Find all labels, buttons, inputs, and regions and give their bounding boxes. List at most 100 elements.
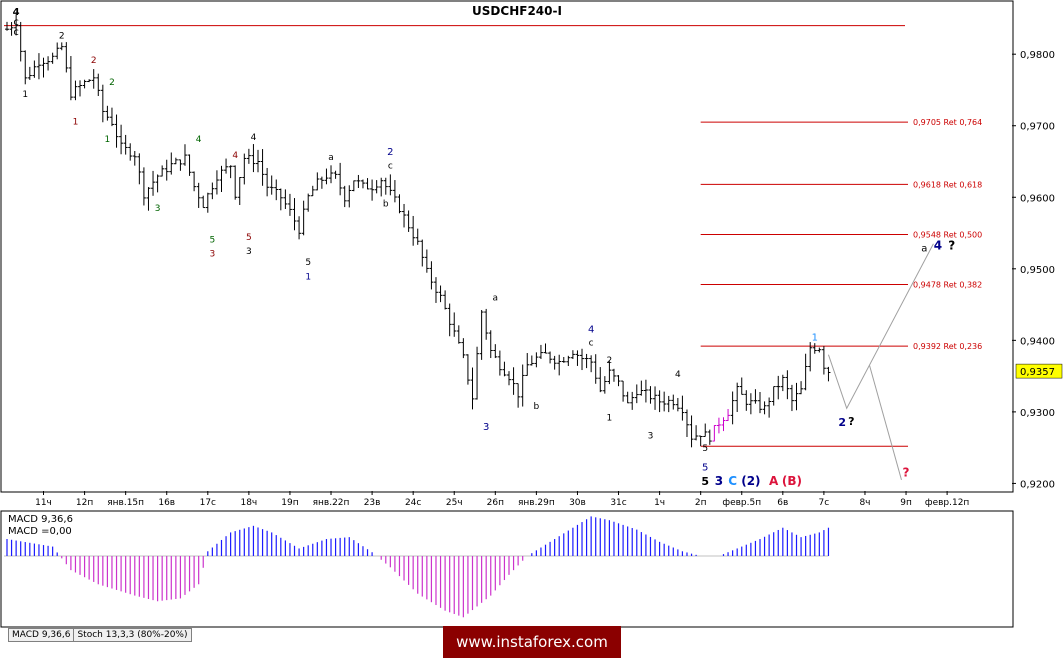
price-bar: [219, 165, 224, 193]
price-bar: [443, 290, 448, 310]
price-bar: [621, 380, 626, 402]
wave-label: 4: [196, 135, 202, 145]
price-bar: [630, 391, 635, 410]
price-bar: [100, 84, 105, 123]
wave-label: A: [769, 474, 779, 488]
price-bar: [315, 172, 320, 191]
price-bar: [365, 178, 370, 190]
price-bar: [748, 393, 753, 415]
wave-label: 4: [13, 7, 20, 18]
wave-label: a: [921, 244, 927, 255]
price-tick-label: 0,9800: [1020, 50, 1055, 61]
price-bar: [329, 165, 334, 184]
wave-label: a: [328, 153, 334, 163]
price-bar: [424, 249, 429, 273]
chart-title: USDCHF240-I: [472, 4, 562, 18]
current-price-box: [1015, 363, 1063, 379]
tab-macd[interactable]: MACD 9,36,6: [8, 628, 75, 642]
price-bar: [342, 185, 347, 208]
time-tick-label: 26п: [487, 498, 504, 508]
price-bar: [452, 312, 457, 337]
wave-label: 4: [588, 324, 594, 335]
price-bar: [23, 50, 28, 85]
price-bar: [160, 165, 165, 177]
price-bar: [634, 384, 639, 404]
price-bar: [516, 383, 521, 408]
price-bar: [242, 153, 247, 185]
price-bar: [151, 170, 156, 196]
price-bar: [82, 79, 87, 89]
indicator-tabs: MACD 9,36,6 Stoch 13,3,3 (80%-20%): [8, 628, 192, 642]
time-axis: 11ч 12п янв.15п 16в 17с 18ч 19п янв.22п 23в 24с 25…: [35, 491, 969, 508]
price-bar: [803, 353, 808, 391]
price-bar: [192, 171, 197, 192]
time-tick-label: янв.29п: [518, 498, 555, 508]
level-label: 0,9618 Ret 0,618: [913, 180, 982, 189]
price-bar: [726, 409, 731, 422]
price-bar: [41, 57, 46, 78]
price-bar: [301, 200, 306, 236]
price-axis: 0,9800 0,9700 0,9600 0,9500 0,9400 0,9300 0,92…: [1012, 50, 1055, 490]
forecast-path: [827, 243, 934, 410]
price-bar: [520, 364, 525, 407]
price-bar: [201, 195, 206, 209]
wave-label: 5: [702, 463, 708, 474]
wave-label: (B): [782, 474, 802, 488]
price-bar: [543, 343, 548, 354]
price-bar: [319, 176, 324, 189]
price-bar: [712, 424, 717, 442]
wave-label: 3: [648, 431, 654, 441]
wave-label: 1: [73, 117, 79, 127]
price-bar: [59, 42, 64, 51]
price-bar: [561, 356, 566, 363]
price-bar: [91, 69, 96, 89]
price-bar: [639, 380, 644, 396]
wave-label: 2: [91, 56, 97, 66]
price-bar: [237, 176, 242, 206]
watermark[interactable]: www.instaforex.com: [443, 626, 621, 658]
wave-label: 1: [305, 273, 311, 283]
price-bar: [662, 391, 667, 412]
price-bar: [119, 124, 124, 155]
forecast-lines: [827, 243, 934, 480]
wave-label: ?: [848, 415, 854, 428]
price-bar: [598, 367, 603, 393]
time-tick-label: 9п: [900, 498, 912, 508]
price-bar: [333, 170, 338, 179]
price-tick-label: 0,9500: [1020, 265, 1055, 276]
time-tick-label: февр.12п: [925, 498, 970, 508]
wave-label: 2: [838, 416, 846, 429]
price-bar: [392, 180, 397, 203]
price-bar: [502, 361, 507, 377]
level-label: 0,9548 Ret 0,500: [913, 230, 982, 239]
price-bar: [182, 144, 187, 166]
tab-stoch[interactable]: Stoch 13,3,3 (80%-20%): [73, 628, 192, 642]
wave-label: 2: [607, 356, 613, 366]
wave-label: 5: [701, 475, 709, 488]
price-bar: [707, 429, 712, 445]
price-bar: [735, 382, 740, 412]
price-bar: [383, 177, 388, 195]
time-tick-label: янв.22п: [313, 498, 350, 508]
time-tick-label: 17с: [200, 498, 216, 508]
wave-label: ?: [948, 238, 955, 252]
price-bar: [420, 239, 425, 267]
price-bar: [411, 215, 416, 246]
price-bar: [132, 150, 137, 166]
time-tick-label: 8ч: [859, 498, 870, 508]
wave-label: 4: [675, 370, 681, 380]
price-bar: [402, 203, 407, 228]
price-bar: [438, 285, 443, 303]
price-bar: [680, 395, 685, 421]
price-bar: [224, 158, 229, 174]
price-bar: [164, 159, 169, 181]
price-bar: [274, 179, 279, 201]
wave-label: 5: [305, 258, 311, 268]
price-bar: [205, 192, 210, 213]
price-bar: [675, 397, 680, 412]
price-bar: [826, 366, 831, 382]
price-bar: [534, 352, 539, 368]
wave-label: b: [534, 402, 540, 412]
price-tick-label: 0,9600: [1020, 193, 1055, 204]
price-bar: [812, 343, 817, 354]
